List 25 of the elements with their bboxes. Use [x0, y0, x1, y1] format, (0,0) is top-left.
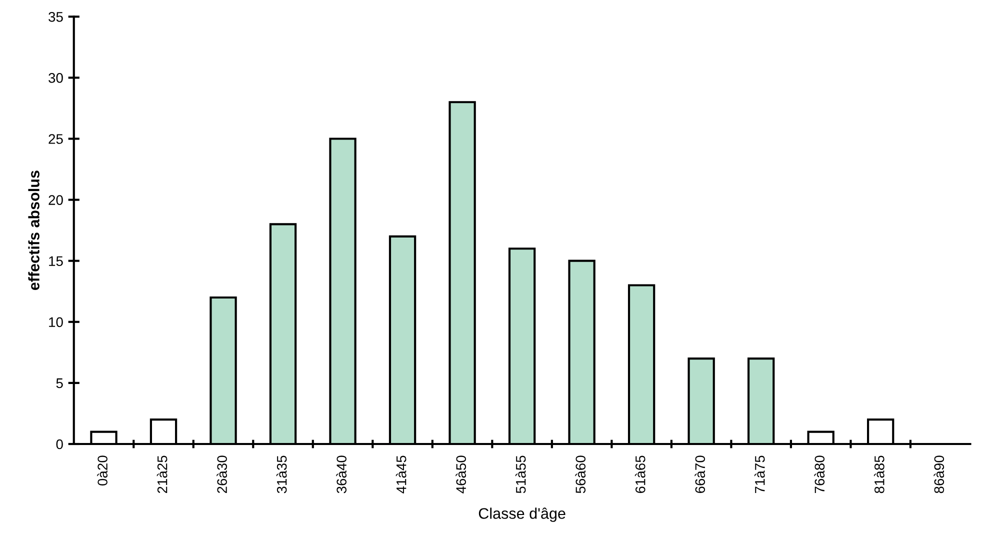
- x-tick-label: 66à70: [694, 456, 706, 494]
- y-tick-label: 5: [56, 378, 63, 388]
- x-tick-label: 51à55: [515, 456, 526, 494]
- x-tick-label: 36à40: [336, 456, 347, 494]
- y-tick-label: 0: [56, 439, 63, 450]
- x-tick-label: 46à50: [456, 456, 466, 494]
- x-tick-label: 41à45: [396, 456, 406, 494]
- y-tick-label: 15: [49, 256, 63, 266]
- y-tick-label: 20: [48, 195, 63, 205]
- x-tick-label: 76à80: [814, 456, 825, 494]
- x-tick-label: 31à35: [276, 456, 287, 494]
- x-tick-label: 71à75: [754, 456, 765, 494]
- x-tick-label: 61à65: [634, 456, 646, 494]
- y-tick-label: 10: [49, 317, 63, 328]
- x-tick-label: 26à30: [216, 456, 227, 494]
- x-tick-label: 81à85: [874, 456, 884, 494]
- x-tick-label: 0à20: [97, 456, 108, 486]
- x-tick-label: 86à90: [934, 456, 944, 494]
- x-tick-label: 56à60: [575, 456, 586, 494]
- y-axis-title: effectifs absolus: [28, 170, 40, 290]
- x-tick-label: 21à25: [156, 456, 168, 494]
- y-tick-label: 30: [48, 73, 63, 83]
- y-tick-label: 35: [48, 12, 63, 22]
- y-tick-label: 25: [48, 134, 63, 144]
- x-axis-title: Classe d'âge: [478, 508, 566, 522]
